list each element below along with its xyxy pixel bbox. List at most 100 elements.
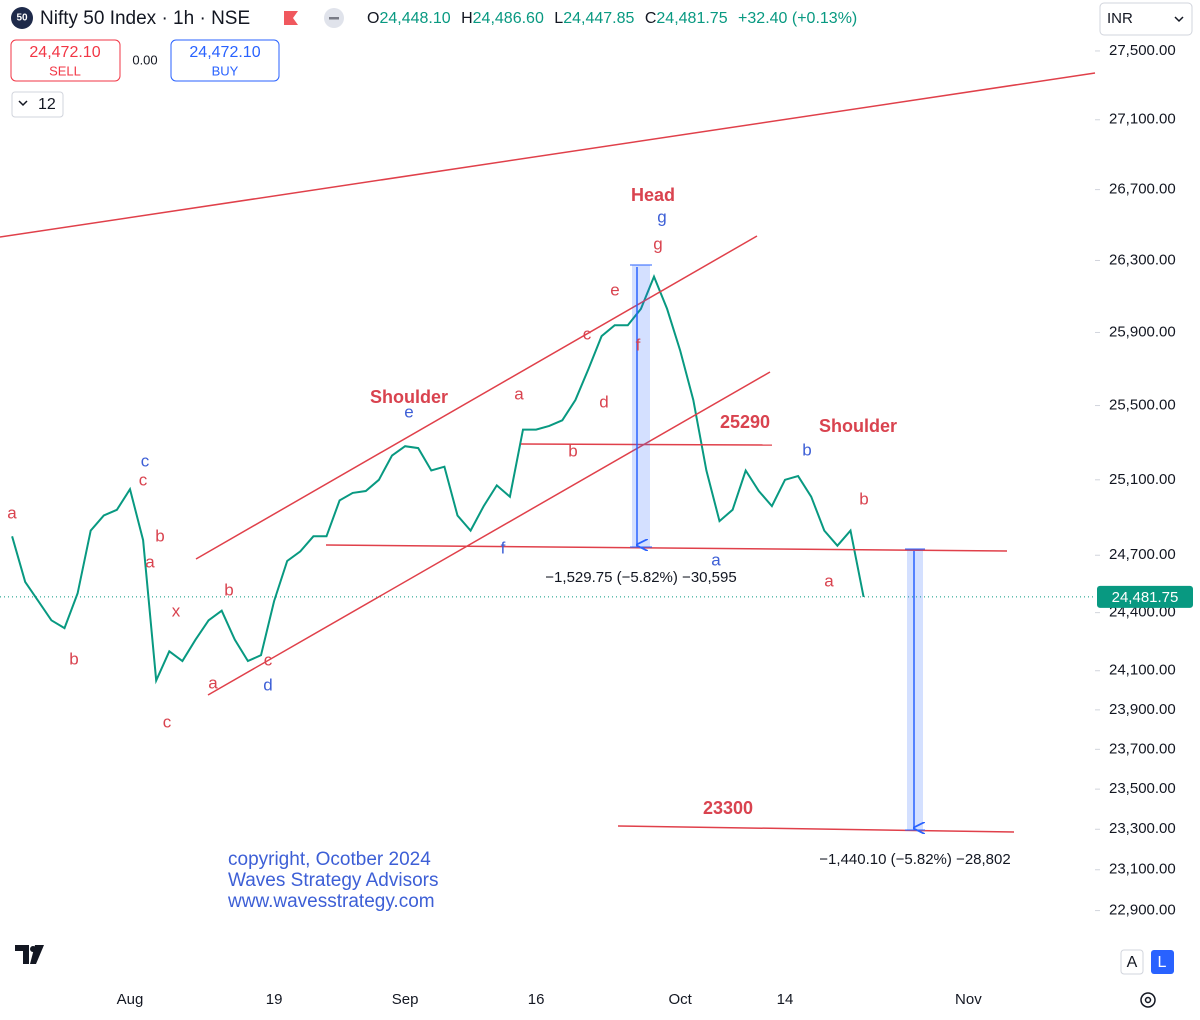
wave-annotation: c (163, 712, 172, 731)
y-tick-label: 22,900.00 (1109, 902, 1176, 919)
ohlc-key: H (461, 10, 473, 27)
settings-icon[interactable] (1140, 992, 1156, 1008)
auto-button[interactable] (1120, 949, 1144, 975)
wave-annotation: e (610, 280, 619, 299)
auto-label: A (1127, 954, 1138, 971)
log-label: L (1158, 954, 1167, 971)
trend-line (0, 72, 1096, 238)
measure-box (907, 549, 923, 830)
y-tick-label: 25,900.00 (1109, 323, 1176, 340)
log-button[interactable] (1151, 950, 1174, 974)
x-tick-label: Nov (955, 991, 982, 1008)
x-tick-label: 14 (777, 991, 794, 1008)
wave-annotation: f (636, 335, 641, 354)
ohlc-key: L (554, 10, 563, 27)
level-line (520, 443, 773, 446)
target-line (617, 825, 1015, 833)
sell-button[interactable] (10, 39, 121, 82)
ohlc-value: 24,481.75 (656, 10, 727, 27)
wave-annotation: c (141, 451, 150, 470)
wave-annotation: c (139, 470, 148, 489)
buy-price: 24,472.10 (189, 44, 260, 61)
y-tick-label: 24,100.00 (1109, 662, 1176, 679)
last-price-tag (1097, 585, 1193, 608)
sell-label: SELL (49, 63, 81, 78)
sell-price: 24,472.10 (29, 44, 100, 61)
wave-annotation: e (404, 402, 413, 421)
wave-annotation: b (224, 580, 233, 599)
y-tick-label: 24,700.00 (1109, 546, 1176, 563)
currency: INR (1107, 10, 1133, 27)
badge-text: 50 (16, 13, 28, 24)
wave-annotation: b (859, 489, 868, 508)
x-tick-label: Sep (392, 991, 419, 1008)
settings-icon-core (1144, 996, 1152, 1004)
ohlc-value: 24,447.85 (563, 10, 634, 27)
wave-annotation: c (264, 650, 273, 669)
wave-annotation: g (653, 234, 662, 253)
watermark: copyright, Ocotber 2024 (228, 849, 431, 870)
y-tick-label: 23,900.00 (1109, 701, 1176, 718)
wave-annotation: d (599, 392, 608, 411)
wave-annotation: a (145, 552, 155, 571)
wave-annotation: Shoulder (819, 416, 897, 436)
spread: 0.00 (132, 52, 157, 67)
watermark: Waves Strategy Advisors (228, 870, 438, 891)
toggle-minus (329, 17, 339, 20)
measurement-label: −1,529.75 (−5.82%) −30,595 (545, 569, 736, 586)
y-tick-label: 23,300.00 (1109, 820, 1176, 837)
y-tick-label: 26,700.00 (1109, 181, 1176, 198)
last-price-label: 24,481.75 (1112, 589, 1179, 606)
x-tick-label: 19 (266, 991, 283, 1008)
interval-count: 12 (38, 96, 56, 113)
wave-annotation: b (155, 526, 164, 545)
price-line (11, 273, 865, 685)
symbol-badge (11, 7, 33, 29)
ohlc-value: 24,448.10 (379, 10, 450, 27)
plot-area (0, 50, 1100, 912)
y-tick-label: 23,700.00 (1109, 740, 1176, 757)
x-tick-label: 16 (528, 991, 545, 1008)
wave-annotation: a (824, 571, 834, 590)
y-tick-label: 25,500.00 (1109, 397, 1176, 414)
x-tick-label: Aug (117, 991, 144, 1008)
tv-logo (15, 945, 44, 964)
x-tick-label: Oct (669, 991, 693, 1008)
y-tick-label: 27,100.00 (1109, 111, 1176, 128)
wave-annotation: b (568, 441, 577, 460)
chevron (18, 100, 28, 107)
y-tick-label: 26,300.00 (1109, 251, 1176, 268)
flag-icon[interactable] (284, 11, 298, 25)
wave-annotation: 25290 (720, 412, 770, 432)
ohlc-change: +32.40 (+0.13%) (738, 10, 857, 27)
wave-annotation: Head (631, 185, 675, 205)
wave-annotation: b (802, 440, 811, 459)
y-tick-label: 23,100.00 (1109, 861, 1176, 878)
wave-annotation: a (7, 503, 17, 522)
wave-annotation: a (208, 673, 218, 692)
wave-annotation: b (69, 649, 78, 668)
wave-annotation: a (711, 550, 721, 569)
y-tick-label: 23,500.00 (1109, 780, 1176, 797)
y-tick-label: 25,100.00 (1109, 471, 1176, 488)
ohlc-key: O (367, 10, 379, 27)
currency-menu[interactable] (1099, 2, 1193, 36)
chevron (1174, 16, 1184, 23)
wave-annotation: 23300 (703, 798, 753, 818)
measure-box (632, 265, 650, 547)
watermark: www.wavesstrategy.com (227, 891, 435, 912)
ohlc: O24,448.10 H24,486.60 L24,447.85 C24,481… (367, 10, 857, 27)
interval-menu[interactable] (11, 91, 64, 118)
ohlc-key: C (645, 10, 657, 27)
ohlc-value: 24,486.60 (473, 10, 544, 27)
buy-button[interactable] (170, 39, 280, 82)
buy-label: BUY (212, 63, 239, 78)
wave-annotation: Shoulder (370, 387, 448, 407)
wave-annotation: f (501, 538, 506, 557)
wave-annotation: a (514, 384, 524, 403)
channel-lower (207, 371, 771, 696)
y-tick-label: 27,500.00 (1109, 42, 1176, 59)
neckline (325, 544, 1008, 552)
symbol-title[interactable]: Nifty 50 Index · 1h · NSE (40, 8, 250, 29)
